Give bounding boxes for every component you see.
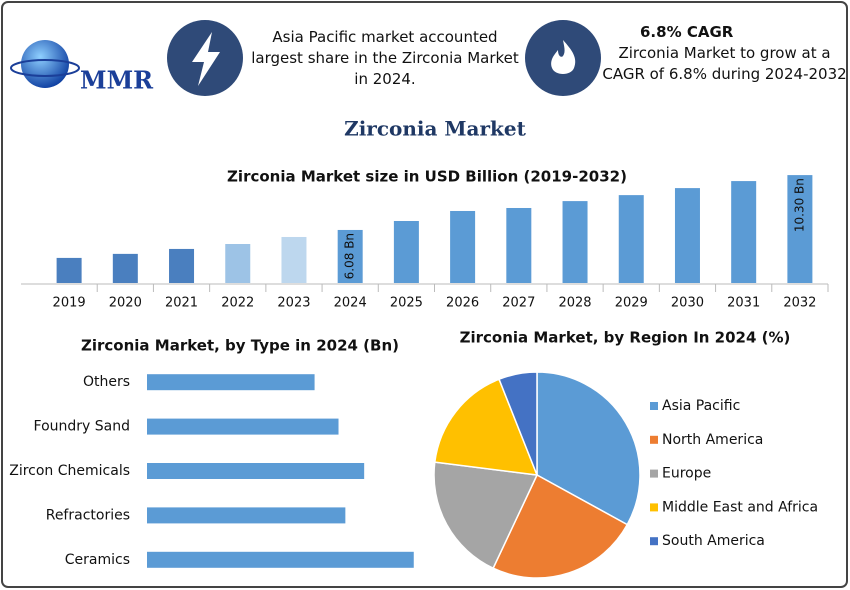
x-tick-label: 2024 (334, 296, 367, 311)
flame (551, 40, 576, 74)
legend-label: North America (662, 432, 763, 448)
x-tick-label: 2029 (615, 296, 648, 311)
bar (169, 248, 195, 283)
pie-slice (498, 371, 538, 476)
logo-globe (21, 40, 69, 88)
pie-slice (433, 378, 539, 476)
bar (562, 201, 588, 283)
x-tick-label: 2025 (390, 296, 423, 311)
x-tick-label: 2023 (277, 296, 310, 311)
bar (147, 551, 414, 568)
bar (147, 374, 315, 391)
bar (147, 418, 339, 435)
x-tick-label: 2030 (671, 296, 704, 311)
chart-title: Zirconia Market, by Type in 2024 (Bn) (81, 337, 399, 355)
legend-label: Asia Pacific (662, 398, 740, 414)
bar (112, 253, 138, 283)
x-tick-label: 2032 (783, 296, 816, 311)
y-tick-label: Zircon Chemicals (9, 463, 130, 479)
legend-swatch (650, 435, 658, 444)
bar (393, 220, 419, 283)
main-title: Zirconia Market (344, 117, 527, 141)
bar (618, 195, 644, 283)
bar (787, 175, 813, 283)
legend-swatch (650, 503, 658, 512)
bar (147, 507, 346, 524)
x-tick-label: 2031 (727, 296, 760, 311)
y-tick-label: Ceramics (65, 552, 130, 568)
cagr: 6.8% CAGR (640, 23, 734, 41)
chart-title: Zirconia Market size in USD Billion (201… (227, 168, 627, 186)
logo-text: MMR (80, 66, 154, 95)
bar (731, 181, 757, 283)
y-tick-label: Foundry Sand (34, 419, 130, 435)
legend-swatch (650, 469, 658, 478)
chart-title: Zirconia Market, by Region In 2024 (%) (460, 329, 791, 347)
value-label: 6.08 Bn (343, 233, 357, 279)
legend-label: Middle East and Africa (662, 499, 818, 515)
note: Asia Pacific market accounted largest sh… (251, 28, 519, 88)
x-tick-label: 2028 (558, 296, 591, 311)
bar (337, 229, 363, 283)
bar (281, 236, 307, 283)
y-tick-label: Others (83, 374, 130, 390)
pie-slice (536, 371, 641, 526)
pie-slice (492, 473, 629, 579)
legend-swatch (650, 402, 658, 410)
x-tick-label: 2020 (109, 296, 142, 311)
legend-swatch (650, 537, 658, 546)
logo-ring (10, 59, 80, 77)
bar (674, 188, 700, 283)
x-tick-label: 2021 (165, 296, 198, 311)
pie-slice (433, 461, 539, 570)
legend-label: Europe (662, 466, 711, 482)
bar (147, 463, 365, 479)
bar (450, 210, 476, 283)
value-label: 10.30 Bn (792, 178, 806, 232)
bar (56, 257, 82, 283)
y-tick-label: Refractories (46, 507, 130, 523)
x-tick-label: 2022 (221, 296, 254, 311)
x-tick-label: 2027 (502, 296, 535, 311)
x-tick-label: 2026 (446, 296, 479, 311)
x-tick-label: 2019 (53, 296, 86, 311)
bar (225, 244, 251, 283)
bar (506, 207, 532, 283)
note: Zirconia Market to grow at a CAGR of 6.8… (602, 44, 847, 83)
bolt (192, 32, 220, 86)
legend-label: South America (662, 533, 765, 549)
